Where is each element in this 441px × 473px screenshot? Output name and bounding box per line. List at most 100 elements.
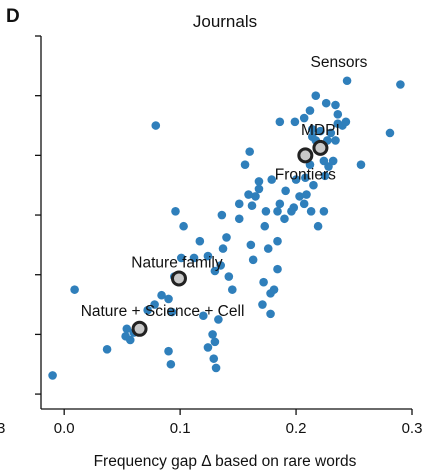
data-point bbox=[273, 207, 282, 216]
data-point bbox=[319, 207, 329, 216]
data-point bbox=[333, 110, 343, 119]
data-point bbox=[203, 343, 213, 352]
data-point bbox=[316, 126, 325, 136]
data-point bbox=[307, 132, 317, 142]
data-point bbox=[210, 266, 220, 276]
data-points bbox=[48, 76, 405, 380]
data-point bbox=[260, 221, 270, 231]
data-point bbox=[275, 117, 285, 127]
data-point bbox=[218, 244, 228, 253]
data-point bbox=[269, 285, 279, 294]
x-tick-label: 0.0 bbox=[54, 420, 75, 437]
data-point bbox=[326, 128, 336, 138]
data-point bbox=[341, 117, 351, 127]
data-point bbox=[280, 214, 289, 224]
data-point bbox=[164, 346, 173, 356]
data-point bbox=[313, 221, 323, 231]
data-point bbox=[171, 207, 180, 216]
data-point bbox=[150, 300, 159, 309]
data-point bbox=[125, 335, 135, 345]
x-axis-label: Frequency gap Δ based on rare words bbox=[94, 453, 357, 470]
x-tick-label: 3 bbox=[0, 420, 5, 437]
data-point bbox=[216, 261, 226, 270]
data-point bbox=[214, 315, 223, 324]
panel-label: D bbox=[6, 6, 20, 27]
data-point bbox=[275, 199, 285, 209]
data-point bbox=[164, 294, 173, 304]
data-point bbox=[342, 76, 352, 86]
data-point bbox=[157, 290, 166, 300]
data-point bbox=[208, 330, 217, 339]
data-point bbox=[176, 253, 186, 263]
data-point bbox=[266, 309, 275, 319]
data-point bbox=[209, 354, 219, 363]
data-point bbox=[281, 186, 290, 196]
axes: 0.0 0.1 0.2 0.3 3 bbox=[0, 35, 422, 437]
data-point bbox=[244, 190, 253, 199]
highlight-marker bbox=[131, 320, 148, 337]
data-point bbox=[302, 190, 311, 199]
data-point bbox=[320, 171, 330, 181]
data-point bbox=[396, 80, 405, 89]
x-tick-label: 0.1 bbox=[170, 420, 191, 437]
data-point bbox=[261, 207, 271, 216]
data-point bbox=[143, 305, 152, 315]
data-point bbox=[217, 210, 227, 220]
highlight-label: Nature + Science + Cell bbox=[81, 303, 245, 320]
highlight-marker bbox=[170, 270, 187, 287]
data-point bbox=[290, 117, 300, 127]
data-point bbox=[291, 175, 301, 184]
data-point bbox=[305, 106, 315, 115]
data-point bbox=[199, 311, 208, 321]
data-point bbox=[248, 255, 258, 265]
data-point bbox=[385, 128, 395, 138]
data-point bbox=[122, 324, 132, 334]
data-point bbox=[299, 113, 309, 123]
data-point bbox=[179, 221, 188, 231]
data-point bbox=[48, 371, 57, 380]
highlight-label: Frontiers bbox=[275, 166, 336, 183]
highlight-label: MDPI bbox=[301, 122, 340, 139]
data-point bbox=[167, 307, 177, 317]
chart-title: Journals bbox=[193, 12, 257, 31]
data-point bbox=[210, 337, 220, 347]
data-point bbox=[311, 91, 321, 100]
data-point bbox=[295, 192, 304, 201]
data-point bbox=[273, 236, 282, 246]
data-point bbox=[222, 233, 231, 242]
data-point bbox=[251, 192, 260, 201]
data-point bbox=[263, 244, 273, 253]
data-point bbox=[247, 201, 257, 211]
data-point bbox=[234, 214, 244, 224]
highlighted-journals: Sensors MDPI Frontiers Nature family Nature … bbox=[81, 54, 368, 337]
data-point bbox=[356, 160, 366, 169]
data-point bbox=[70, 285, 79, 294]
highlight-label: Nature family bbox=[131, 254, 223, 271]
data-point bbox=[254, 184, 264, 194]
data-point bbox=[267, 175, 277, 184]
data-point bbox=[306, 207, 316, 216]
data-point bbox=[331, 100, 340, 110]
highlight-marker bbox=[312, 139, 329, 156]
data-point bbox=[273, 264, 282, 274]
data-point bbox=[246, 240, 256, 250]
data-point bbox=[259, 277, 268, 287]
data-point bbox=[258, 300, 267, 309]
data-point bbox=[195, 236, 205, 246]
data-point bbox=[203, 251, 213, 261]
data-point bbox=[234, 199, 244, 209]
data-point bbox=[245, 147, 254, 156]
highlight-label: Sensors bbox=[311, 54, 368, 71]
data-point bbox=[254, 177, 264, 186]
data-point bbox=[331, 136, 340, 145]
highlight-marker bbox=[297, 147, 314, 164]
data-point bbox=[307, 124, 317, 134]
data-point bbox=[211, 363, 221, 373]
data-point bbox=[301, 173, 310, 183]
data-point bbox=[240, 160, 250, 169]
data-point bbox=[309, 180, 318, 190]
data-point bbox=[227, 285, 237, 294]
data-point bbox=[151, 121, 161, 130]
data-point bbox=[224, 272, 234, 281]
